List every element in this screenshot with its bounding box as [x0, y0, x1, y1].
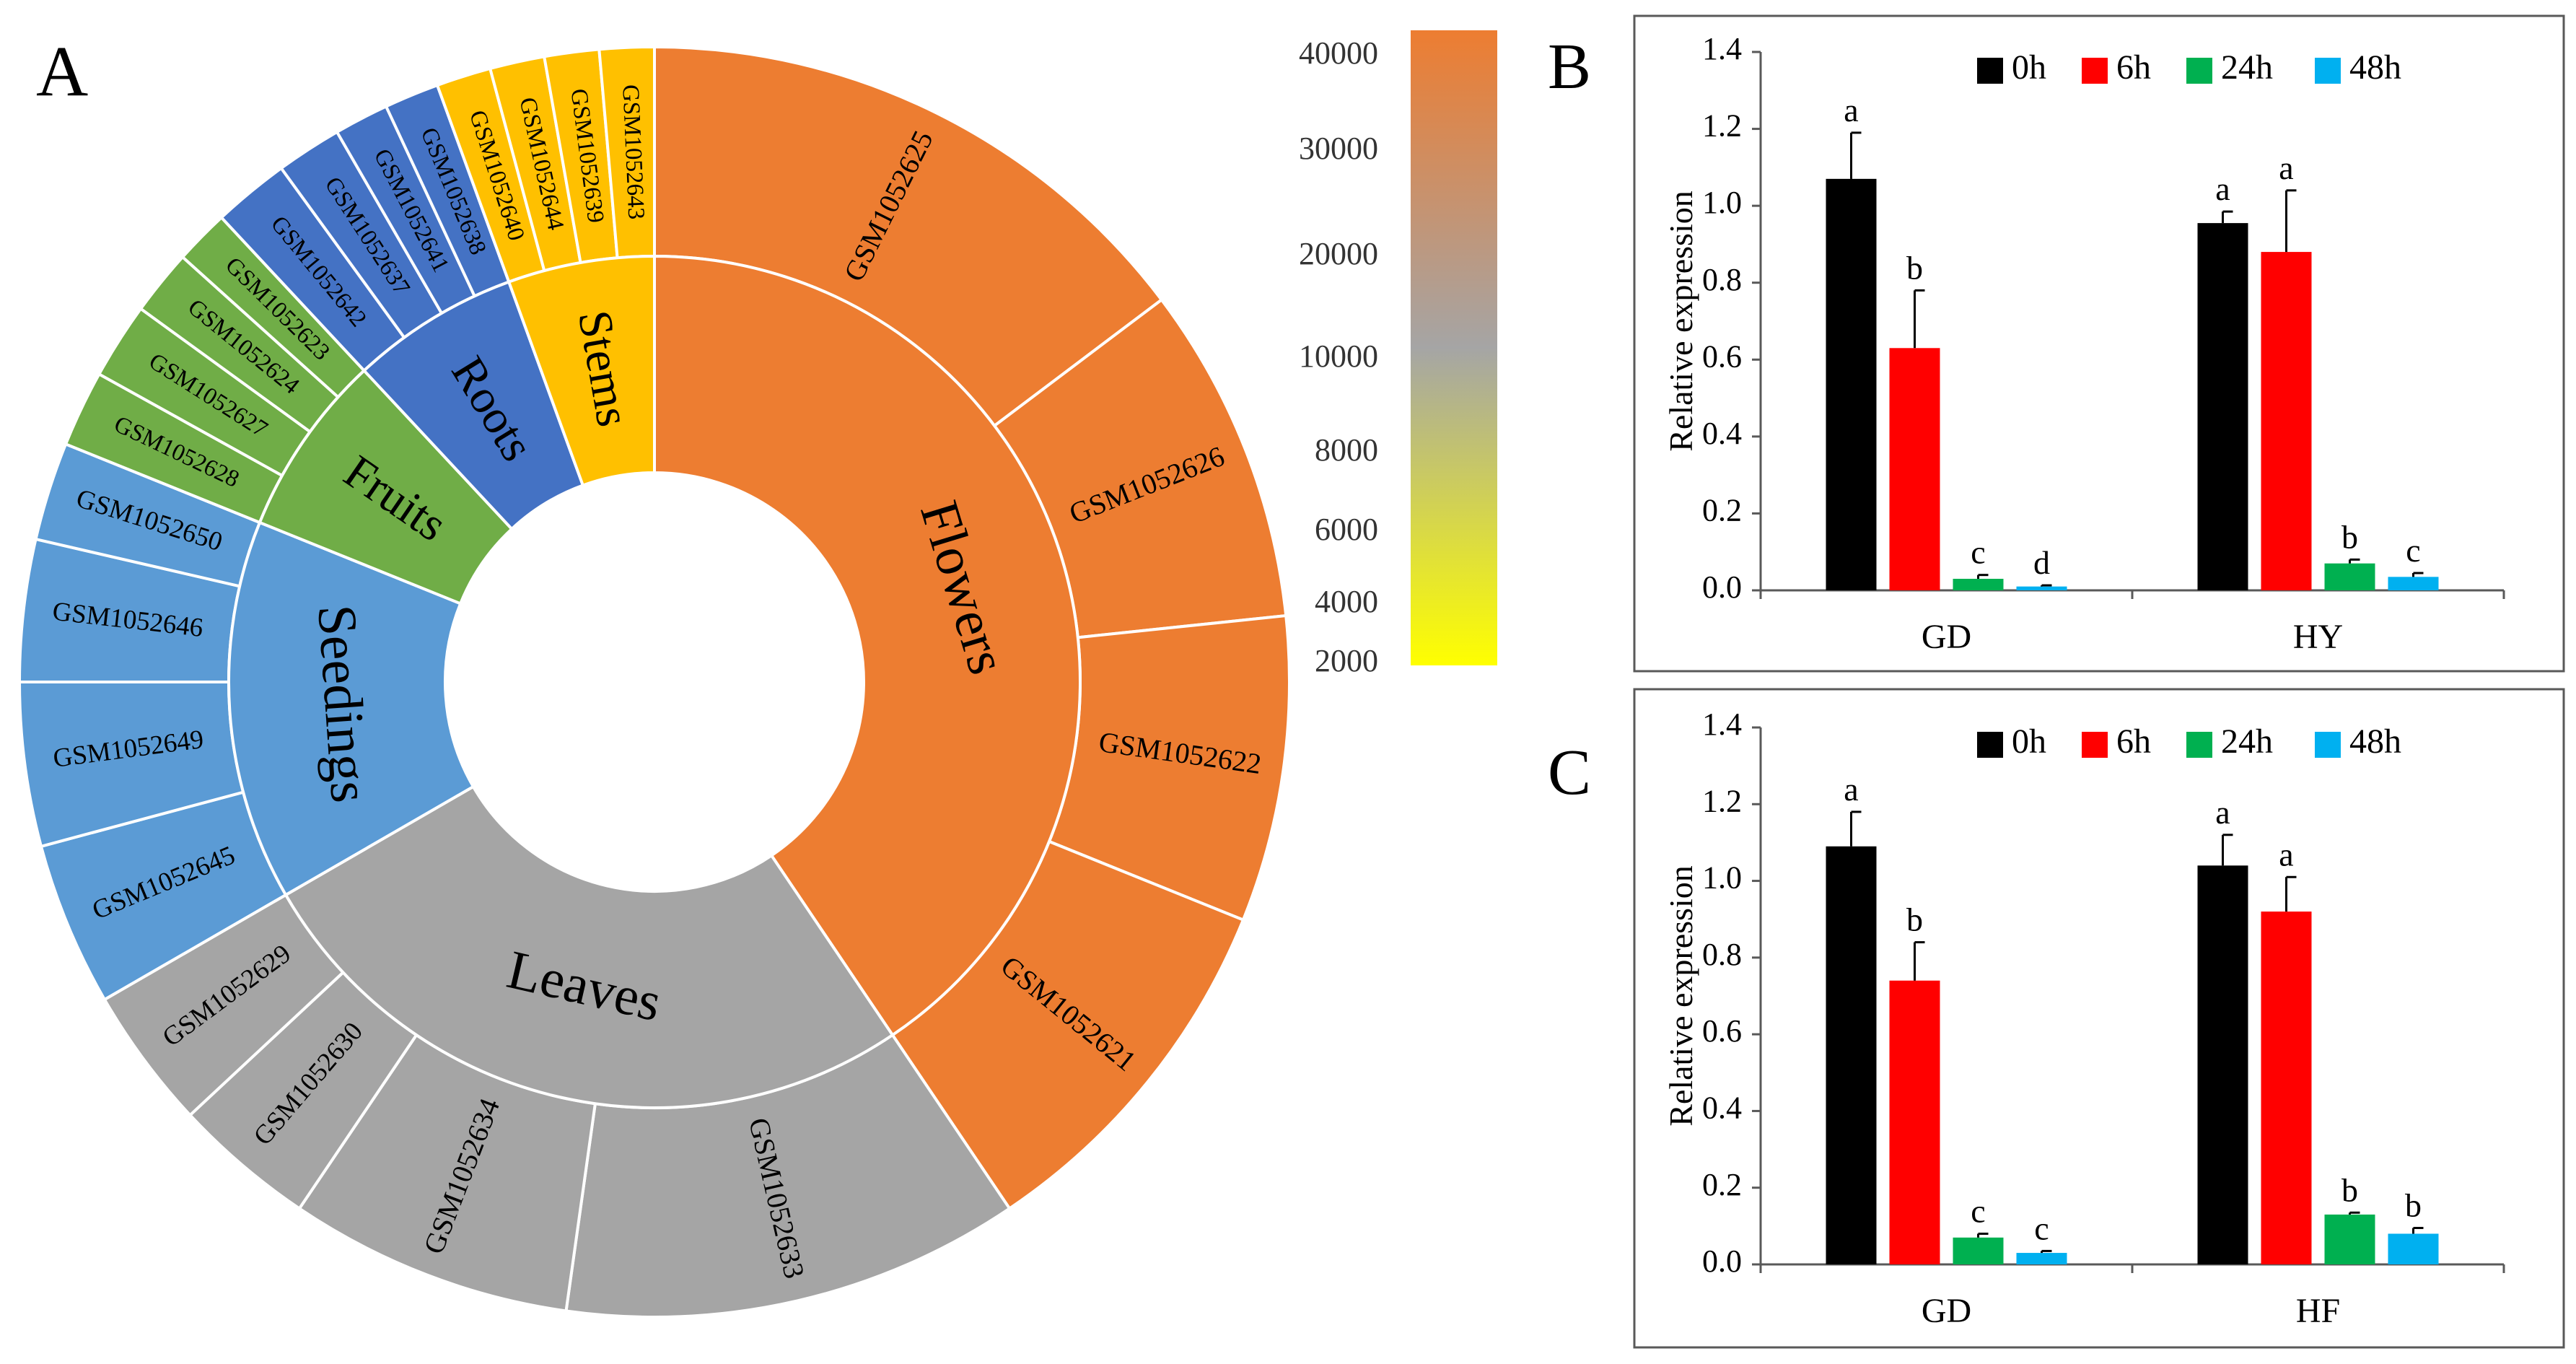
legend-swatch-c-6h [2082, 732, 2108, 758]
legend-label-b-0h: 0h [2012, 48, 2046, 87]
category-label-b-gd: GD [1922, 618, 1971, 656]
significance-letter-c-hf-0h: a [2215, 794, 2230, 831]
panel-frame-c [1633, 688, 2565, 1349]
sunburst-tissue-seedings [227, 520, 476, 897]
significance-letter-b-gd-6h: b [1906, 249, 1923, 286]
bar-c-gd-48h [2016, 1253, 2067, 1264]
category-label-c-gd: GD [1922, 1292, 1971, 1330]
y-tick-label-b-0-6: 0.6 [1702, 338, 1742, 374]
y-tick-label-b-0-8: 0.8 [1702, 262, 1742, 297]
colorbar-tick-30000: 30000 [1299, 131, 1378, 166]
legend-swatch-b-6h [2082, 58, 2108, 84]
legend-label-c-24h: 24h [2221, 722, 2273, 761]
sunburst-tissue-leaves [284, 784, 895, 1109]
bar-c-gd-6h [1889, 980, 1940, 1264]
significance-letter-b-hy-6h: a [2279, 149, 2293, 186]
category-label-b-hy: HY [2293, 618, 2343, 656]
colorbar-tick-10000: 10000 [1299, 338, 1378, 374]
y-tick-label-b-1-4: 1.4 [1702, 31, 1742, 66]
significance-letter-b-gd-48h: d [2033, 544, 2050, 581]
y-axis-label-c: Relative expression [1662, 865, 1699, 1127]
colorbar [1411, 30, 1497, 665]
bar-b-hy-24h [2324, 563, 2375, 590]
bar-c-gd-0h [1826, 846, 1877, 1264]
bar-b-gd-24h [1953, 579, 2004, 590]
legend-swatch-c-0h [1977, 732, 2003, 758]
y-tick-label-c-0-8: 0.8 [1702, 937, 1742, 972]
y-tick-label-c-1-0: 1.0 [1702, 860, 1742, 896]
y-tick-label-b-0-2: 0.2 [1702, 493, 1742, 528]
significance-letter-b-gd-24h: c [1971, 534, 1985, 571]
bar-b-hy-48h [2388, 577, 2439, 590]
bar-c-hf-6h [2261, 911, 2312, 1264]
colorbar-ticks: 40000 30000 20000 10000 8000 6000 4000 2000 [1299, 35, 1378, 678]
sunburst-tissue-stems [507, 254, 656, 488]
y-tick-label-c-1-4: 1.4 [1702, 707, 1742, 742]
significance-letter-c-hf-48h: b [2405, 1187, 2422, 1224]
y-axis-label-b: Relative expression [1662, 191, 1699, 452]
category-label-c-hf: HF [2296, 1292, 2340, 1330]
bar-b-gd-6h [1889, 348, 1940, 590]
panel-label-a: A [36, 31, 88, 111]
bar-chart-b: 0.0 0.2 0.4 0.6 0.8 1.0 1.2 1.4 Relative express… [1633, 14, 2565, 673]
legend-swatch-c-48h [2315, 732, 2341, 758]
y-tick-label-c-0-0: 0.0 [1702, 1243, 1742, 1279]
colorbar-tick-2000: 2000 [1315, 643, 1378, 678]
bar-b-gd-0h [1826, 178, 1877, 591]
sunburst-sample-label-gsm1052643: GSM1052643 [617, 84, 649, 219]
legend-label-c-6h: 6h [2116, 722, 2151, 761]
significance-letter-b-hy-48h: c [2406, 532, 2420, 569]
y-tick-label-c-0-6: 0.6 [1702, 1013, 1742, 1049]
y-tick-label-b-0-4: 0.4 [1702, 416, 1742, 451]
significance-letter-c-gd-48h: c [2034, 1210, 2049, 1246]
sunburst-chart: GSM1052625GSM1052626GSM1052622GSM1052621… [17, 45, 1291, 1319]
y-tick-label-c-1-2: 1.2 [1702, 783, 1742, 818]
bar-c-gd-24h [1953, 1237, 2004, 1264]
legend-swatch-b-0h [1977, 58, 2003, 84]
significance-letter-b-hy-0h: a [2215, 170, 2230, 207]
colorbar-tick-20000: 20000 [1299, 236, 1378, 271]
colorbar-tick-40000: 40000 [1299, 35, 1378, 71]
significance-letter-c-hf-6h: a [2279, 836, 2293, 873]
significance-letter-c-gd-6h: b [1906, 901, 1923, 938]
significance-letter-b-gd-0h: a [1844, 92, 1858, 128]
significance-letter-c-hf-24h: b [2341, 1171, 2358, 1208]
y-tick-label-b-1-0: 1.0 [1702, 185, 1742, 220]
y-tick-label-b-1-2: 1.2 [1702, 108, 1742, 144]
significance-letter-c-gd-24h: c [1971, 1192, 1985, 1229]
legend-label-c-48h: 48h [2349, 722, 2401, 761]
sunburst-tissue-label-seedings: Seedings [306, 603, 380, 805]
colorbar-tick-6000: 6000 [1315, 512, 1378, 547]
colorbar-tick-8000: 8000 [1315, 432, 1378, 468]
panel-label-c: C [1548, 737, 1591, 808]
legend-label-b-48h: 48h [2349, 48, 2401, 87]
bar-c-hf-24h [2324, 1214, 2375, 1264]
bar-chart-c: 0.0 0.2 0.4 0.6 0.8 1.0 1.2 1.4 Relative express… [1633, 688, 2565, 1349]
panel-label-b: B [1548, 31, 1591, 102]
significance-letter-b-hy-24h: b [2341, 518, 2358, 555]
sunburst-tissue-flowers [653, 254, 1082, 1037]
legend-swatch-c-24h [2186, 732, 2212, 758]
legend-label-b-24h: 24h [2221, 48, 2273, 87]
y-tick-label-c-0-4: 0.4 [1702, 1090, 1742, 1126]
panel-frame-b [1633, 14, 2565, 673]
legend-swatch-b-24h [2186, 58, 2212, 84]
legend-label-c-0h: 0h [2012, 722, 2046, 761]
bar-c-hf-0h [2197, 865, 2248, 1264]
significance-letter-c-gd-0h: a [1844, 771, 1858, 808]
bar-b-hy-0h [2197, 223, 2248, 590]
legend-swatch-b-48h [2315, 58, 2341, 84]
bar-b-gd-48h [2016, 586, 2067, 590]
y-tick-label-c-0-2: 0.2 [1702, 1167, 1742, 1202]
bar-c-hf-48h [2388, 1233, 2439, 1264]
y-tick-label-b-0-0: 0.0 [1702, 569, 1742, 605]
colorbar-tick-4000: 4000 [1315, 584, 1378, 619]
legend-label-b-6h: 6h [2116, 48, 2151, 87]
bar-b-hy-6h [2261, 252, 2312, 590]
